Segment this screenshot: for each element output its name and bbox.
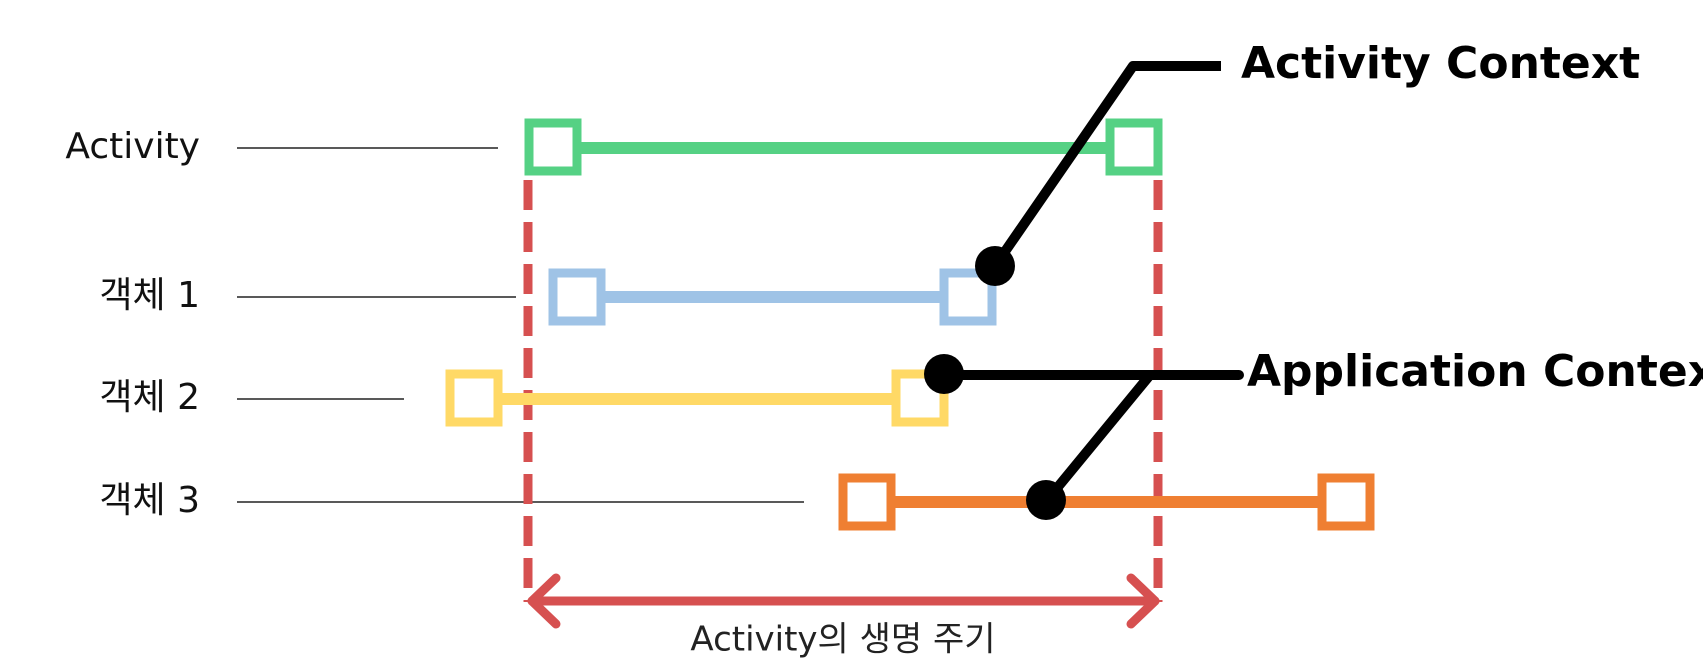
lifecycle-arrow <box>527 573 1160 629</box>
row-label-object-1: 객체 1 <box>99 275 200 316</box>
lifecycle-bounds <box>523 180 1163 602</box>
application-context-connector <box>924 354 1244 520</box>
row-label-object-2: 객체 2 <box>99 377 200 418</box>
lifecycle-label: Activity의 생명 주기 <box>690 620 995 660</box>
activity-start-marker <box>524 118 582 176</box>
lifecycle-arrow-left-head <box>527 573 561 629</box>
object-2-start-marker <box>445 369 503 427</box>
activity-context-connector <box>975 61 1221 286</box>
activity-end-marker <box>1105 118 1163 176</box>
row-label-activity: Activity <box>65 126 200 167</box>
activity-context-leader <box>990 61 1221 269</box>
application-context-leader-object-3 <box>1043 370 1155 504</box>
row-label-object-3: 객체 3 <box>99 480 200 521</box>
object-2-lifespan <box>445 369 949 427</box>
application-context-dot-object-2 <box>924 354 964 394</box>
application-context-label: Application Context <box>1247 346 1703 397</box>
object-3-lifespan <box>838 473 1375 531</box>
application-context-dot-object-3 <box>1026 480 1066 520</box>
object-3-start-marker <box>838 473 896 531</box>
activity-context-dot <box>975 246 1015 286</box>
object-3-end-marker <box>1317 473 1375 531</box>
object-1-start-marker <box>548 268 606 326</box>
activity-context-label: Activity Context <box>1241 38 1640 89</box>
object-1-lifespan <box>548 268 997 326</box>
activity-lifespan <box>524 118 1163 176</box>
lifecycle-arrow-right-head <box>1126 573 1160 629</box>
